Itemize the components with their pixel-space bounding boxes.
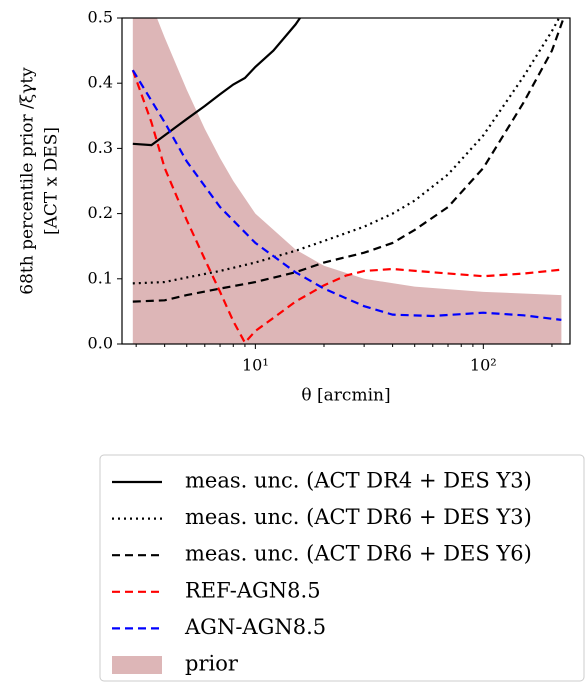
series-line bbox=[132, 18, 561, 285]
y-tick-label: 0.2 bbox=[88, 203, 113, 222]
series-line bbox=[131, 69, 562, 321]
legend-label: REF-AGN8.5 bbox=[185, 578, 321, 602]
legend-label: meas. unc. (ACT DR4 + DES Y3) bbox=[185, 469, 532, 493]
series-line bbox=[131, 69, 562, 344]
y-tick-label: 0.0 bbox=[88, 334, 113, 353]
prior-area bbox=[132, 18, 562, 344]
x-tick-label: 10¹ bbox=[242, 356, 269, 375]
y-tick-label: 0.3 bbox=[88, 138, 113, 157]
legend-label: AGN-AGN8.5 bbox=[184, 615, 326, 639]
plot-area bbox=[131, 18, 565, 344]
y-axis-label: 68th percentile prior /ξγty bbox=[18, 67, 38, 295]
y-tick-label: 0.1 bbox=[88, 268, 113, 287]
y-axis-label: [ACT x DES] bbox=[42, 127, 62, 235]
legend-label: meas. unc. (ACT DR6 + DES Y3) bbox=[185, 505, 532, 529]
series-line bbox=[132, 18, 565, 303]
legend-box bbox=[99, 454, 585, 682]
x-tick-label: 10² bbox=[470, 356, 497, 375]
legend-label: prior bbox=[185, 652, 239, 676]
y-tick-label: 0.4 bbox=[88, 73, 113, 92]
legend-label: meas. unc. (ACT DR6 + DES Y6) bbox=[185, 542, 532, 566]
series-line bbox=[132, 18, 301, 147]
x-axis-label: θ [arcmin] bbox=[301, 386, 390, 406]
axes-frame bbox=[121, 17, 571, 345]
legend-swatch bbox=[112, 656, 162, 674]
y-tick-label: 0.5 bbox=[88, 8, 113, 27]
